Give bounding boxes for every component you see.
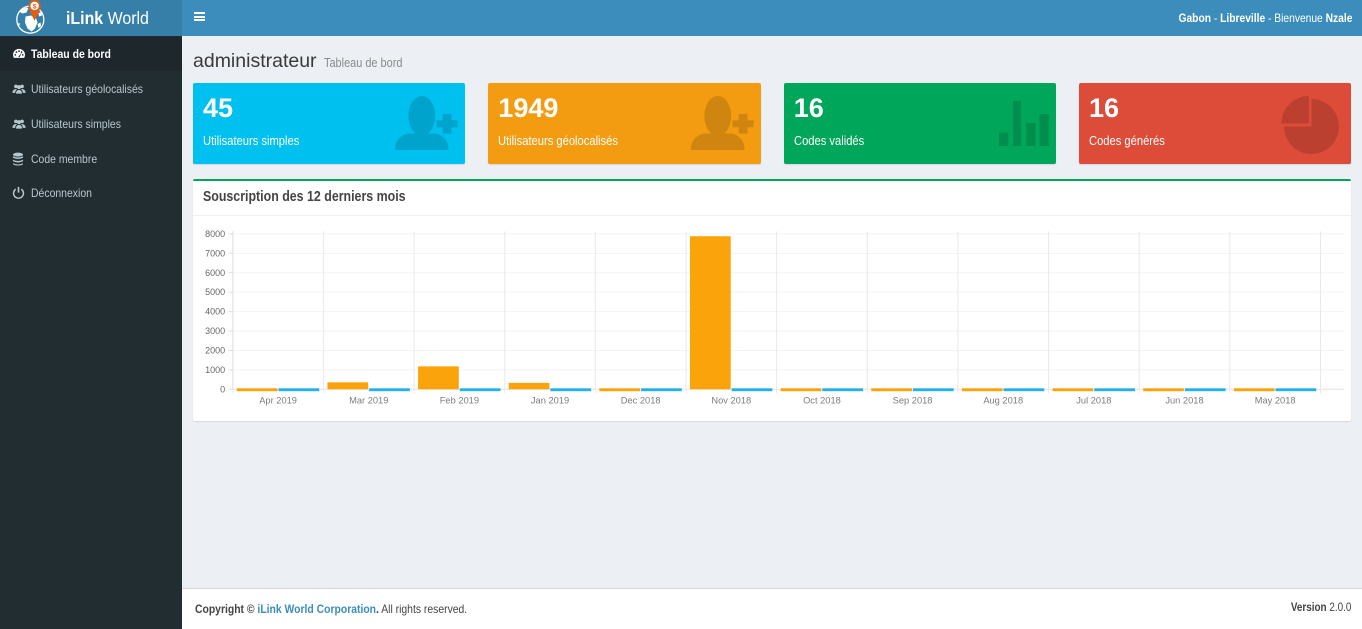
svg-text:3000: 3000 bbox=[205, 326, 225, 336]
svg-text:Apr 2019: Apr 2019 bbox=[259, 396, 297, 406]
svg-text:7000: 7000 bbox=[205, 248, 225, 258]
svg-text:Jul 2018: Jul 2018 bbox=[1076, 396, 1111, 406]
svg-text:Jun 2018: Jun 2018 bbox=[1165, 396, 1203, 406]
svg-text:Jan 2019: Jan 2019 bbox=[531, 396, 569, 406]
svg-text:Dec 2018: Dec 2018 bbox=[621, 396, 661, 406]
svg-text:Sep 2018: Sep 2018 bbox=[893, 396, 933, 406]
svg-text:$: $ bbox=[33, 3, 37, 10]
svg-text:Feb 2019: Feb 2019 bbox=[440, 396, 479, 406]
svg-text:4000: 4000 bbox=[205, 307, 225, 317]
svg-text:Oct 2018: Oct 2018 bbox=[803, 396, 841, 406]
svg-text:May 2018: May 2018 bbox=[1255, 396, 1296, 406]
svg-text:5000: 5000 bbox=[205, 287, 225, 297]
svg-text:6000: 6000 bbox=[205, 268, 225, 278]
svg-text:0: 0 bbox=[220, 384, 225, 394]
svg-text:Aug 2018: Aug 2018 bbox=[983, 396, 1023, 406]
svg-text:1000: 1000 bbox=[205, 365, 225, 375]
svg-text:2000: 2000 bbox=[205, 345, 225, 355]
svg-text:8000: 8000 bbox=[205, 229, 225, 239]
svg-text:Nov 2018: Nov 2018 bbox=[711, 396, 751, 406]
svg-text:Mar 2019: Mar 2019 bbox=[349, 396, 388, 406]
